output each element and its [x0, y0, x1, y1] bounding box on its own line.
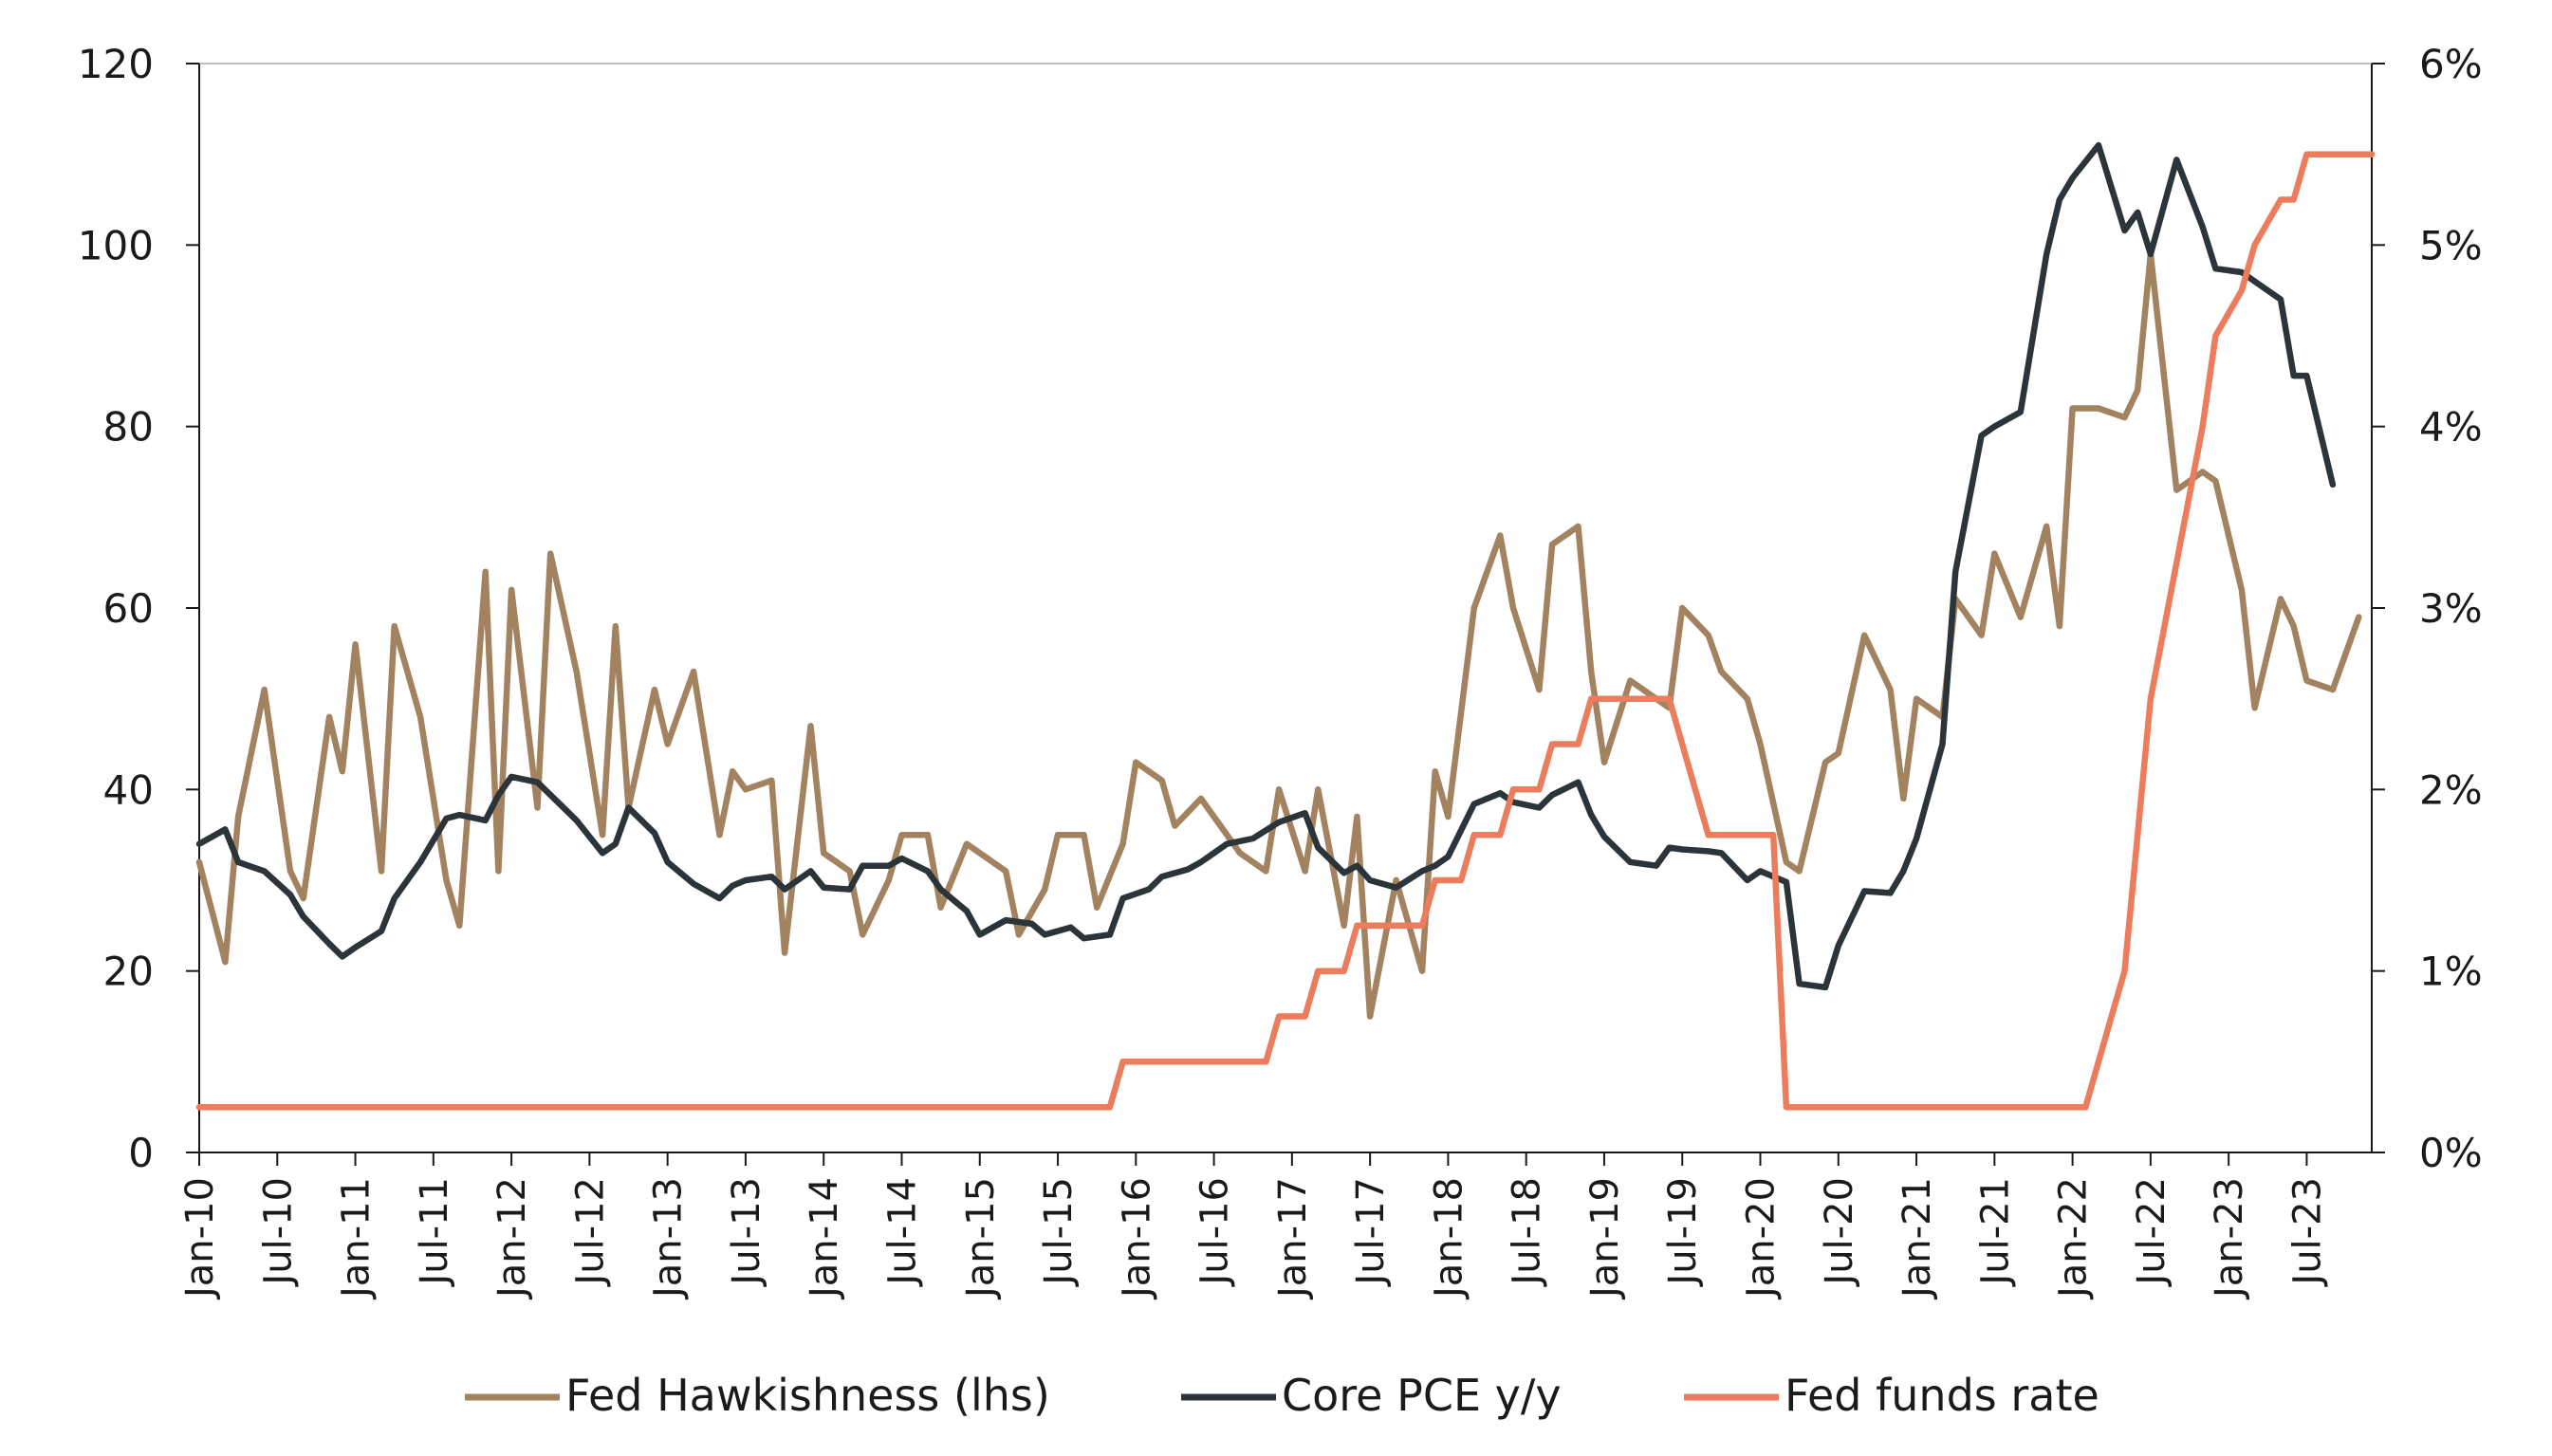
left-y-tick-label: 100 — [78, 222, 154, 268]
x-tick-label: Jan-11 — [335, 1177, 379, 1300]
x-tick-label: Jul-20 — [1818, 1177, 1861, 1288]
legend-label: Core PCE y/y — [1282, 1370, 1562, 1421]
x-tick-label: Jul-12 — [568, 1177, 612, 1288]
left-y-tick-label: 0 — [128, 1130, 154, 1176]
x-tick-label: Jul-18 — [1506, 1177, 1549, 1288]
x-tick-label: Jul-10 — [256, 1177, 300, 1288]
left-y-tick-label: 80 — [103, 404, 154, 451]
x-tick-label: Jul-22 — [2130, 1177, 2173, 1288]
left-y-tick-label: 60 — [103, 585, 154, 632]
x-tick-label: Jul-14 — [880, 1177, 924, 1288]
x-tick-label: Jan-14 — [803, 1177, 846, 1300]
x-tick-label: Jan-20 — [1740, 1177, 1784, 1300]
legend-label: Fed Hawkishness (lhs) — [565, 1370, 1050, 1421]
x-tick-label: Jul-13 — [725, 1177, 768, 1288]
left-y-tick-label: 20 — [103, 949, 154, 995]
right-y-tick-label: 6% — [2419, 41, 2483, 87]
x-tick-label: Jul-19 — [1661, 1177, 1705, 1288]
x-tick-label: Jul-21 — [1973, 1177, 2017, 1288]
x-tick-label: Jan-16 — [1115, 1177, 1158, 1300]
right-y-tick-label: 1% — [2419, 949, 2483, 995]
right-y-tick-label: 4% — [2419, 404, 2483, 451]
series-layer — [195, 141, 2376, 1111]
x-tick-label: Jan-23 — [2208, 1177, 2251, 1300]
x-tick-label: Jan-19 — [1583, 1177, 1627, 1300]
x-tick-label: Jul-16 — [1193, 1177, 1237, 1288]
x-tick-label: Jan-21 — [1896, 1177, 1939, 1300]
legend-item-core-pce-y-y: Core PCE y/y — [1181, 1370, 1562, 1421]
x-tick-label: Jan-13 — [647, 1177, 691, 1300]
x-tick-label: Jul-23 — [2285, 1177, 2329, 1288]
series-line-fed-funds-rate — [195, 151, 2376, 1111]
x-tick-label: Jan-12 — [490, 1177, 534, 1300]
x-tick-label: Jul-11 — [413, 1177, 456, 1288]
legend-item-fed-funds-rate: Fed funds rate — [1684, 1370, 2099, 1421]
x-tick-label: Jan-18 — [1427, 1177, 1470, 1300]
right-y-tick-label: 5% — [2419, 222, 2483, 268]
axes-layer: 0 20 40 60 80 100 120 0% 1% 2% 3% 4% 5% 6% Jan-10 Jul-1… — [78, 41, 2483, 1300]
right-y-tick-label: 2% — [2419, 766, 2483, 813]
legend-label: Fed funds rate — [1785, 1370, 2099, 1421]
legend: Fed Hawkishness (lhs) Core PCE y/y Fed fun… — [465, 1370, 2099, 1421]
right-y-tick-label: 0% — [2419, 1130, 2483, 1176]
left-y-tick-label: 120 — [78, 41, 154, 87]
series-line-fed-hawkishness-lhs — [195, 250, 2362, 1020]
left-y-tick-label: 40 — [103, 766, 154, 813]
legend-item-fed-hawkishness-lhs: Fed Hawkishness (lhs) — [465, 1370, 1050, 1421]
series-line-core-pce-y-y — [195, 141, 2337, 991]
x-tick-label: Jan-10 — [178, 1177, 222, 1300]
x-tick-label: Jan-17 — [1271, 1177, 1315, 1300]
x-tick-label: Jan-22 — [2052, 1177, 2096, 1300]
right-y-tick-label: 3% — [2419, 585, 2483, 632]
x-tick-label: Jul-17 — [1349, 1177, 1393, 1288]
x-tick-label: Jul-15 — [1037, 1177, 1081, 1288]
x-tick-label: Jan-15 — [959, 1177, 1003, 1300]
